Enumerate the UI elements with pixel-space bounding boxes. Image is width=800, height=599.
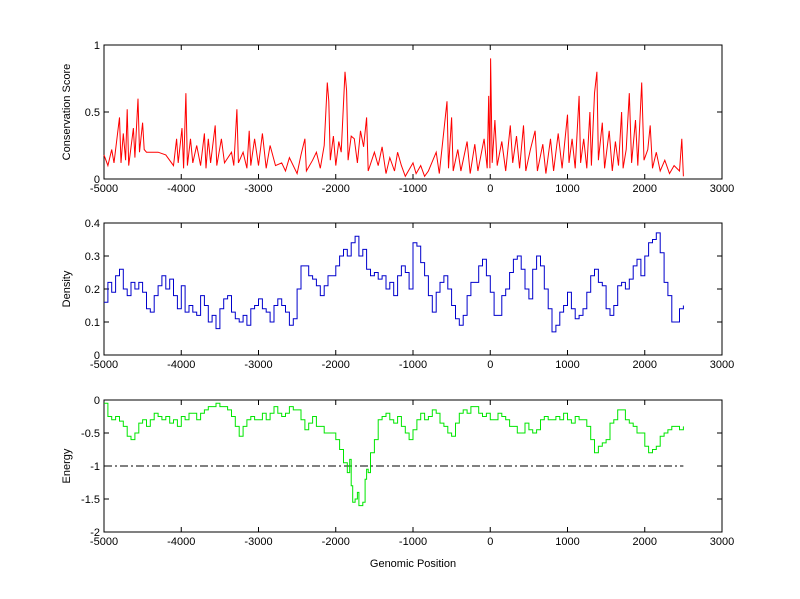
conservation-xtick-label: 1000 [555, 183, 579, 195]
density-xtick-label: 2000 [633, 359, 657, 371]
conservation-xtick-label: -1000 [399, 183, 427, 195]
density-ytick-label: 0.2 [85, 284, 100, 296]
conservation-xtick-label: 2000 [633, 183, 657, 195]
conservation-ytick-label: 0.5 [85, 107, 100, 119]
density-ytick-label: 0.4 [85, 218, 100, 230]
energy-xtick-label: -5000 [90, 536, 118, 548]
conservation-xtick-label: -2000 [322, 183, 350, 195]
density-xtick-label: 3000 [710, 359, 734, 371]
energy-xtick-label: 2000 [633, 536, 657, 548]
density-xtick-label: -3000 [244, 359, 272, 371]
density-xtick-label: -5000 [90, 359, 118, 371]
conservation-xtick-label: 3000 [710, 183, 734, 195]
conservation-xtick-label: 0 [487, 183, 493, 195]
density-xtick-label: -2000 [322, 359, 350, 371]
density-xtick-label: -1000 [399, 359, 427, 371]
conservation-ytick-label: 0 [94, 174, 100, 186]
panels: -5000 -4000 -3000 -2000 -1000 0 1000 2000 300000… [61, 40, 734, 548]
conservation-series-line [103, 58, 684, 178]
x-axis-label: Genomic Position [370, 558, 456, 570]
density-series-line [104, 232, 684, 333]
energy-y-axis-label: Energy [61, 448, 73, 483]
energy-xtick-label: -2000 [322, 536, 350, 548]
conservation-y-axis-label: Conservation Score [61, 64, 73, 161]
energy-ytick-label: 0 [94, 395, 100, 407]
density-y-axis-label: Density [61, 270, 73, 307]
density-xtick-label: 1000 [555, 359, 579, 371]
conservation-axes-box [103, 44, 723, 180]
energy-ytick-label: -0.5 [81, 428, 100, 440]
density-ytick-label: 0 [94, 350, 100, 362]
energy-xtick-label: -1000 [399, 536, 427, 548]
energy-xtick-label: -3000 [244, 536, 272, 548]
energy-panel: -5000 -4000 -3000 -2000 -1000 0 1000 2000 3000 -2… [61, 395, 734, 548]
energy-ytick-label: -1 [90, 461, 100, 473]
density-xtick-label: -4000 [167, 359, 195, 371]
energy-ytick-label: -2 [90, 527, 100, 539]
conservation-xtick-label: -4000 [167, 183, 195, 195]
density-ytick-label: 0.1 [85, 317, 100, 329]
energy-xtick-label: -4000 [167, 536, 195, 548]
energy-series-line [104, 402, 684, 507]
energy-xtick-label: 3000 [710, 536, 734, 548]
energy-xtick-label: 1000 [555, 536, 579, 548]
density-panel: -5000 -4000 -3000 -2000 -1000 0 1000 2000 3000 0 0… [61, 218, 734, 371]
density-ytick-label: 0.3 [85, 251, 100, 263]
energy-xtick-label: 0 [487, 536, 493, 548]
conservation-xtick-label: -3000 [244, 183, 272, 195]
energy-ytick-label: -1.5 [81, 494, 100, 506]
conservation-xtick-label: -5000 [90, 183, 118, 195]
conservation-ytick-label: 1 [94, 40, 100, 52]
conservation-panel: -5000 -4000 -3000 -2000 -1000 0 1000 2000 3000 0 0… [61, 40, 734, 195]
density-xtick-label: 0 [487, 359, 493, 371]
